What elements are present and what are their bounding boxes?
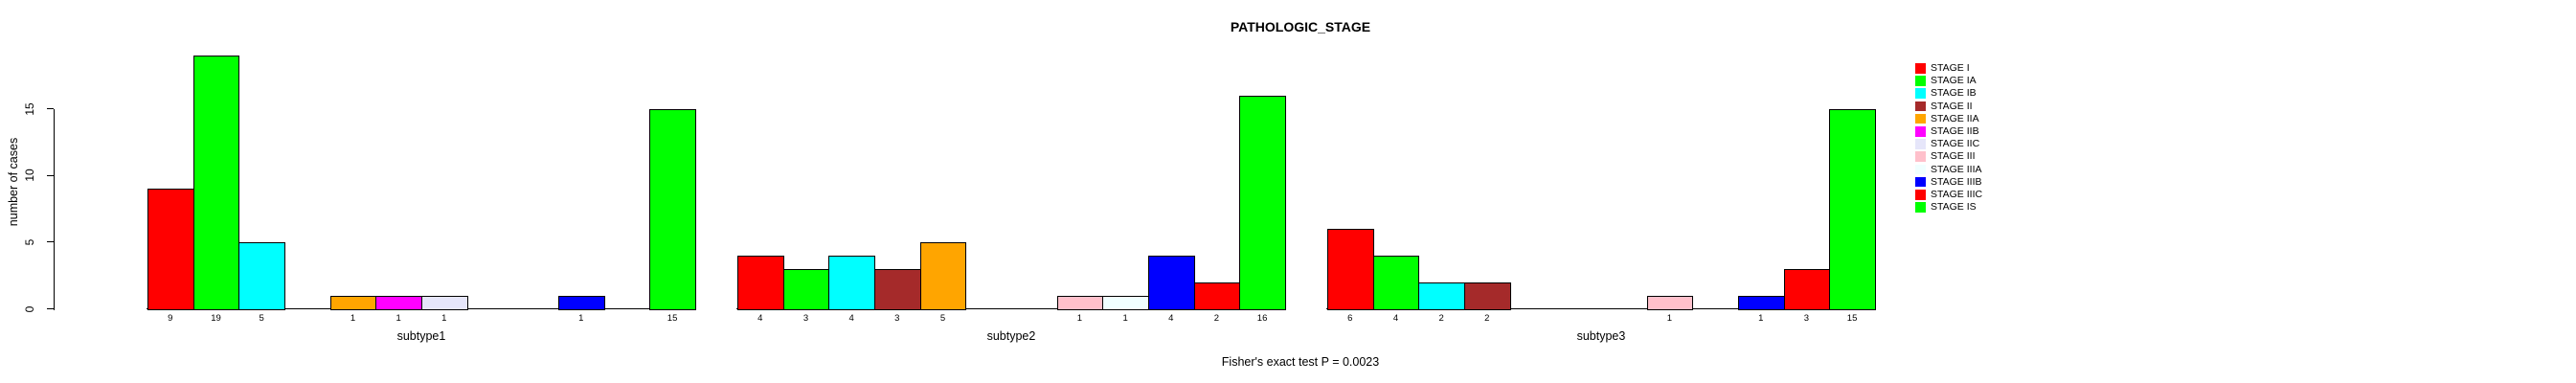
bar-value-label: 4	[757, 313, 763, 324]
bar-value-label: 4	[1392, 313, 1399, 324]
legend-label: STAGE IS	[1931, 201, 1977, 214]
legend-label: STAGE IIC	[1931, 138, 1980, 150]
bar-value-label: 9	[168, 313, 173, 324]
bar-value-label: 1	[578, 313, 584, 324]
chart-title: PATHOLOGIC_STAGE	[1230, 19, 1371, 34]
bar-subtype1-stage-i	[147, 189, 194, 310]
group-label-subtype2: subtype2	[986, 329, 1036, 343]
bar-subtype3-stage-ib	[1418, 282, 1465, 310]
bar-value-label: 6	[1347, 313, 1353, 324]
legend-label: STAGE IIIA	[1931, 163, 1982, 175]
y-tick	[46, 307, 54, 310]
legend-swatch	[1915, 113, 1926, 124]
legend-swatch	[1915, 88, 1926, 99]
bar-subtype2-stage-ii	[873, 268, 921, 310]
legend-swatch	[1915, 176, 1926, 188]
bar-subtype2-stage-iia	[919, 241, 967, 310]
bar-value-label: 1	[1076, 313, 1083, 324]
bar-group-baseline	[1326, 307, 1876, 310]
legend-swatch	[1915, 63, 1926, 74]
bar-value-label: 1	[441, 313, 447, 324]
bar-subtype3-stage-ii	[1463, 282, 1511, 310]
bar-subtype3-stage-iii	[1646, 295, 1694, 310]
bar-subtype3-stage-i	[1327, 228, 1374, 310]
legend-label: STAGE IIB	[1931, 125, 1979, 137]
group-label-subtype1: subtype1	[396, 329, 446, 343]
bar-subtype1-stage-is	[649, 108, 696, 310]
bar-subtype1-stage-ib	[238, 241, 285, 310]
legend-label: STAGE IIIC	[1931, 189, 1983, 200]
bar-value-label: 15	[1846, 313, 1858, 324]
legend-label: STAGE IB	[1931, 87, 1977, 100]
y-tick	[46, 241, 54, 243]
bar-value-label: 2	[1213, 313, 1220, 324]
bar-subtype1-stage-ia	[192, 55, 240, 310]
legend-swatch	[1915, 126, 1926, 137]
legend-swatch	[1915, 101, 1926, 112]
bar-value-label: 5	[939, 313, 946, 324]
legend-swatch	[1915, 76, 1926, 86]
y-tick	[46, 174, 54, 176]
legend-swatch	[1915, 164, 1926, 175]
bar-value-label: 1	[1666, 313, 1673, 324]
bar-value-label: 15	[667, 313, 678, 324]
bar-subtype2-stage-iiic	[1193, 282, 1241, 310]
legend-label: STAGE IIA	[1931, 112, 1979, 124]
bar-value-label: 3	[1803, 313, 1810, 324]
bar-subtype2-stage-is	[1239, 95, 1286, 310]
y-tick	[46, 107, 54, 110]
bar-value-label: 2	[1484, 313, 1490, 324]
footer-annotation: Fisher's exact test P = 0.0023	[1221, 355, 1380, 369]
bar-value-label: 1	[350, 313, 356, 324]
bar-value-label: 4	[848, 313, 854, 324]
legend-label: STAGE I	[1931, 62, 1970, 74]
bar-value-label: 3	[802, 313, 809, 324]
legend-label: STAGE IIIB	[1931, 175, 1982, 188]
bar-value-label: 5	[259, 313, 264, 324]
bar-value-label: 1	[1758, 313, 1764, 324]
legend-label: STAGE III	[1931, 150, 1976, 163]
y-axis-line	[53, 108, 55, 310]
bar-group-baseline	[736, 307, 1286, 310]
bar-value-label: 4	[1168, 313, 1174, 324]
bar-value-label: 2	[1438, 313, 1444, 324]
legend-swatch	[1915, 151, 1926, 162]
legend-label: STAGE II	[1931, 100, 1973, 112]
group-label-subtype3: subtype3	[1576, 329, 1626, 343]
bar-value-label: 3	[894, 313, 900, 324]
bar-value-label: 1	[1122, 313, 1128, 324]
bar-subtype1-stage-iiib	[557, 295, 605, 310]
bar-value-label: 19	[211, 313, 221, 324]
bar-subtype1-stage-iic	[420, 295, 468, 310]
legend-label: STAGE IA	[1931, 75, 1977, 87]
bar-subtype3-stage-is	[1829, 108, 1876, 310]
legend-swatch	[1915, 190, 1926, 200]
legend-swatch	[1915, 139, 1926, 149]
bar-value-label: 1	[395, 313, 401, 324]
legend-swatch	[1915, 202, 1926, 213]
bar-value-label: 16	[1256, 313, 1268, 324]
